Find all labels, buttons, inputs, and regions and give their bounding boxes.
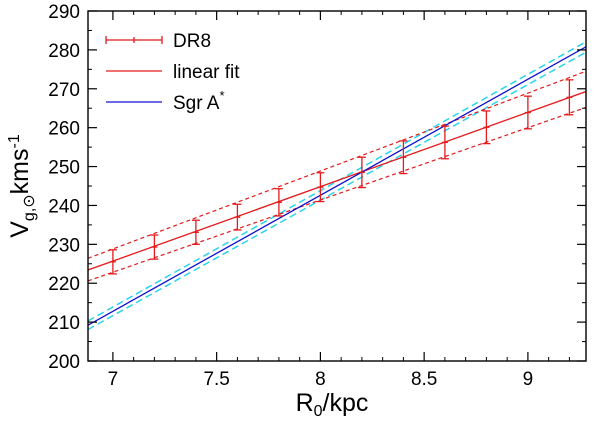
linear-fit-line	[88, 90, 586, 271]
x-tick-label: 7	[108, 369, 119, 390]
linear-fit-upper-bound	[88, 70, 586, 259]
legend-label-sgr-a: Sgr A*	[173, 88, 225, 114]
y-tick-label: 250	[48, 158, 80, 179]
sgr-a-line	[88, 46, 586, 326]
dr8-errorbar	[274, 188, 283, 217]
x-axis-label: R0/kpc	[296, 389, 369, 420]
dr8-errorbar	[191, 219, 200, 245]
legend-label-dr8: DR8	[173, 31, 211, 52]
x-tick-label: 9	[523, 369, 534, 390]
y-tick-label: 280	[48, 41, 80, 62]
x-tick-label: 7.5	[203, 369, 229, 390]
dr8-errorbar	[357, 156, 366, 189]
dr8-errorbar	[108, 249, 117, 275]
dr8-errorbar	[482, 110, 491, 145]
y-tick-label: 220	[48, 274, 80, 295]
dr8-errorbar	[233, 203, 242, 231]
y-axis-label: Vg,⊙kms-1	[6, 134, 38, 238]
ticks-layer: 7 7.5 8 8.5 9 200 210 220 230 240 250 260 270 280 290	[48, 2, 586, 390]
y-tick-label: 270	[48, 80, 80, 101]
y-tick-label: 210	[48, 313, 80, 334]
plot-layer	[88, 41, 586, 331]
y-tick-label: 230	[48, 235, 80, 256]
dr8-errorbar	[150, 234, 159, 260]
dr8-errorbar	[523, 95, 532, 130]
y-tick-label: 200	[48, 352, 80, 373]
x-tick-label: 8	[315, 369, 326, 390]
dr8-errorbar	[440, 125, 449, 160]
dr8-errorbar	[316, 172, 325, 203]
y-tick-label: 260	[48, 119, 80, 140]
dr8-errorbar	[565, 79, 574, 116]
sgr-a-upper-bound	[88, 41, 586, 322]
linear-fit-lower-bound	[88, 106, 586, 282]
legend: DR8 linear fit Sgr A*	[105, 31, 240, 114]
y-tick-label: 240	[48, 196, 80, 217]
sgr-a-lower-bound	[88, 51, 586, 331]
dr8-errorbar	[399, 140, 408, 175]
y-tick-label: 290	[48, 2, 80, 23]
x-tick-label: 8.5	[411, 369, 437, 390]
legend-label-linear-fit: linear fit	[173, 62, 240, 83]
